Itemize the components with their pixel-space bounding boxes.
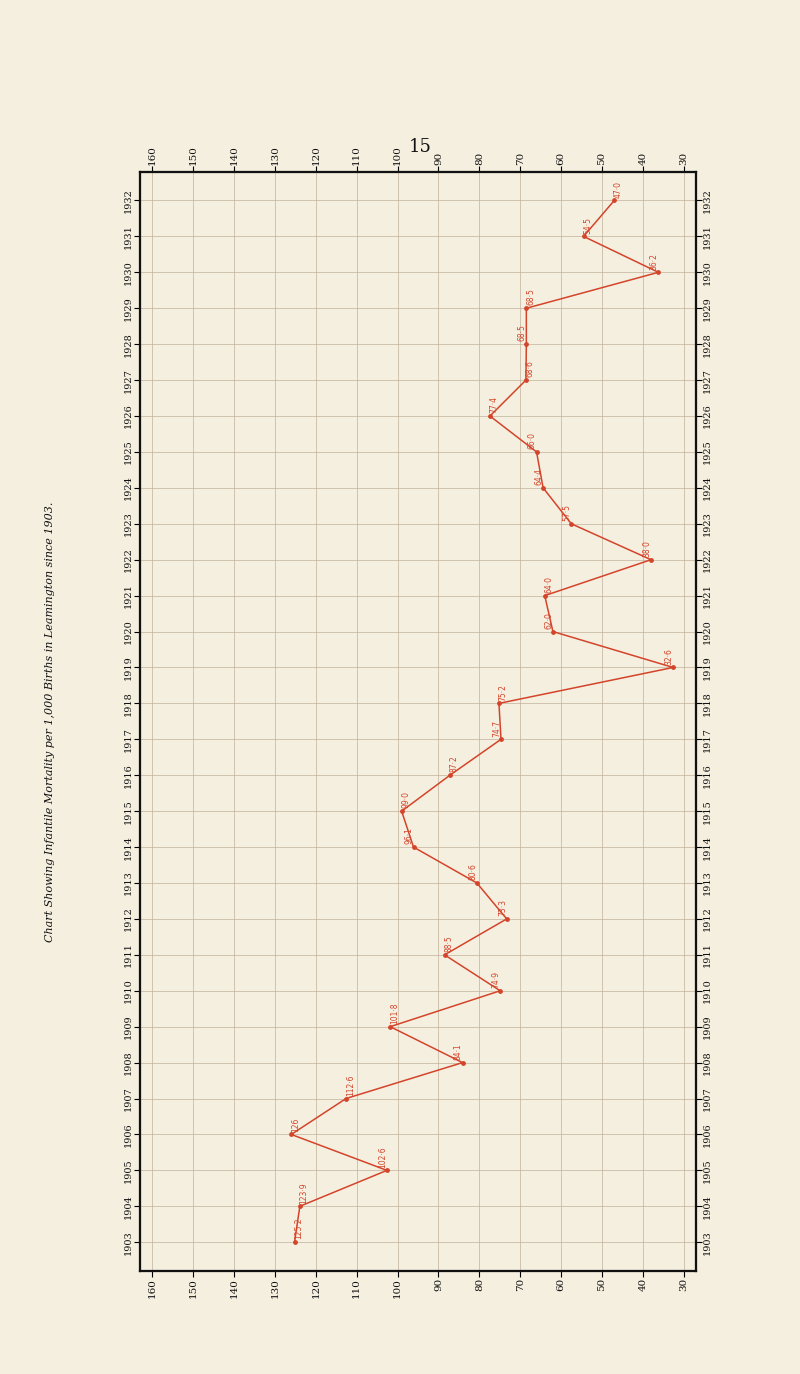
- Text: 88·5: 88·5: [444, 936, 454, 952]
- Text: 101·8: 101·8: [390, 1003, 399, 1024]
- Point: [520, 333, 533, 354]
- Point: [285, 1124, 298, 1146]
- Point: [500, 908, 513, 930]
- Point: [438, 944, 451, 966]
- Point: [666, 657, 679, 679]
- Text: 74·9: 74·9: [491, 971, 501, 988]
- Text: 87·2: 87·2: [450, 756, 458, 772]
- Point: [288, 1231, 301, 1253]
- Point: [294, 1195, 306, 1217]
- Point: [470, 872, 483, 894]
- Point: [493, 692, 506, 714]
- Text: 15: 15: [409, 137, 431, 157]
- Point: [483, 405, 496, 427]
- Text: 64·0: 64·0: [545, 576, 554, 592]
- Point: [652, 261, 665, 283]
- Text: 125·2: 125·2: [294, 1217, 303, 1239]
- Text: 99·0: 99·0: [402, 791, 410, 808]
- Point: [456, 1051, 469, 1073]
- Text: Chart Showing Infantile Mortality per 1,000 Births in Leamington since 1903.: Chart Showing Infantile Mortality per 1,…: [45, 502, 54, 941]
- Text: 68·5: 68·5: [526, 289, 535, 305]
- Text: 74·7: 74·7: [492, 720, 502, 736]
- Point: [537, 477, 550, 499]
- Point: [443, 764, 456, 786]
- Text: 47·0: 47·0: [614, 181, 623, 198]
- Point: [494, 980, 506, 1002]
- Point: [538, 584, 551, 606]
- Text: 102·6: 102·6: [378, 1146, 387, 1168]
- Text: 75·2: 75·2: [498, 684, 508, 701]
- Point: [384, 1015, 397, 1037]
- Text: 96·1: 96·1: [405, 827, 414, 844]
- Text: 123·9: 123·9: [299, 1182, 309, 1204]
- Text: 73·3: 73·3: [498, 899, 507, 916]
- Text: 126: 126: [291, 1117, 300, 1132]
- Point: [577, 225, 590, 247]
- Text: 84·1: 84·1: [454, 1043, 463, 1059]
- Text: 38·0: 38·0: [642, 540, 651, 556]
- Text: 68·6: 68·6: [526, 360, 534, 378]
- Point: [519, 370, 532, 392]
- Text: 36·2: 36·2: [650, 253, 658, 269]
- Text: 77·4: 77·4: [490, 396, 498, 414]
- Point: [494, 728, 507, 750]
- Text: 68·5: 68·5: [518, 324, 526, 341]
- Point: [381, 1160, 394, 1182]
- Text: 54·5: 54·5: [583, 217, 592, 234]
- Text: 66·0: 66·0: [528, 433, 537, 449]
- Text: 64·4: 64·4: [534, 469, 543, 485]
- Point: [530, 441, 543, 463]
- Point: [546, 621, 559, 643]
- Point: [645, 548, 658, 570]
- Text: 62·0: 62·0: [544, 611, 554, 629]
- Point: [395, 800, 408, 822]
- Point: [340, 1088, 353, 1110]
- Point: [520, 297, 533, 319]
- Point: [565, 513, 578, 534]
- Text: 112·6: 112·6: [346, 1074, 354, 1095]
- Text: 57·5: 57·5: [562, 504, 572, 521]
- Text: 32·6: 32·6: [665, 647, 674, 665]
- Point: [608, 190, 621, 212]
- Text: 80·6: 80·6: [468, 863, 478, 881]
- Point: [407, 837, 420, 859]
